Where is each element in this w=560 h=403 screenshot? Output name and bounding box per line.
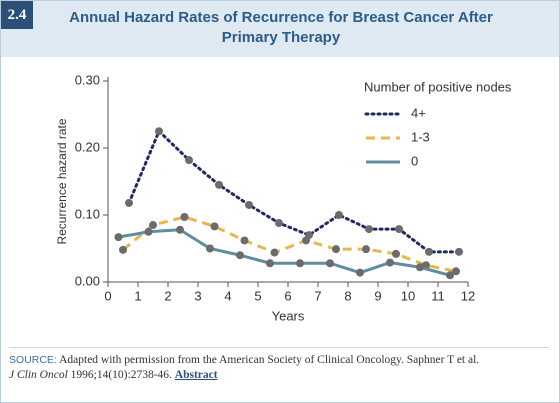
data-point <box>392 249 400 258</box>
data-point <box>266 259 274 268</box>
data-point <box>455 247 463 256</box>
data-point <box>326 259 334 268</box>
legend-label: 4+ <box>411 105 426 120</box>
x-tick-label: 10 <box>401 288 415 303</box>
data-point <box>332 245 340 254</box>
data-point <box>416 263 424 272</box>
abstract-link[interactable]: Abstract <box>174 369 218 381</box>
y-tick-label: 0.30 <box>75 72 100 87</box>
data-point <box>144 227 153 236</box>
chart: 0.000.100.200.300 1 2 3 4 5 6 7 8 9 10 11 12YearsRec… <box>55 72 512 323</box>
x-tick-label: 6 <box>284 288 291 303</box>
citation: 1996;14(10):2738-46. <box>70 369 172 381</box>
source-note: SOURCE: Adapted with permission from the… <box>9 347 549 383</box>
figure-header <box>1 1 559 57</box>
data-point <box>446 271 454 280</box>
journal: J Clin Oncol <box>9 369 68 381</box>
series-line <box>127 128 461 254</box>
x-tick-label: 4 <box>224 288 231 303</box>
legend-label: 1-3 <box>411 129 430 144</box>
data-point <box>185 156 193 165</box>
x-tick-label: 11 <box>431 288 445 303</box>
figure-number: 2.4 <box>1 1 33 29</box>
chart-title: Annual Hazard Rates of Recurrence for Br… <box>69 9 493 46</box>
legend-label: 0 <box>411 153 418 168</box>
x-tick-label: 5 <box>254 288 261 303</box>
data-point <box>240 236 249 245</box>
x-tick-label: 1 <box>134 288 141 303</box>
x-tick-label: 2 <box>164 288 171 303</box>
data-point <box>236 251 244 260</box>
data-point <box>275 219 283 228</box>
data-point <box>425 247 433 256</box>
y-axis-label: Recurrence hazard rate <box>55 118 69 244</box>
y-tick-label: 0.10 <box>75 206 100 221</box>
x-tick-label: 7 <box>314 288 321 303</box>
data-point <box>270 248 279 257</box>
data-point <box>452 267 460 276</box>
x-tick-label: 9 <box>374 288 381 303</box>
y-tick-label: 0.20 <box>75 139 100 154</box>
x-tick-label: 8 <box>344 288 351 303</box>
legend-title: Number of positive nodes <box>364 79 512 94</box>
data-point <box>245 200 253 209</box>
series-line <box>118 228 451 277</box>
x-axis-label: Years <box>272 308 305 323</box>
data-point <box>206 244 214 253</box>
data-point <box>149 221 157 230</box>
y-tick-label: 0.00 <box>75 273 100 288</box>
data-point <box>296 259 304 268</box>
source-label: SOURCE: <box>9 354 57 366</box>
data-point <box>176 225 184 234</box>
data-point <box>365 225 373 234</box>
x-tick-label: 0 <box>104 288 111 303</box>
data-point <box>335 211 343 219</box>
data-point <box>125 198 133 207</box>
x-tick-label: 12 <box>461 288 475 303</box>
data-point <box>114 233 123 242</box>
data-point <box>119 245 127 254</box>
data-point <box>386 258 394 267</box>
data-point <box>215 180 223 189</box>
series-line <box>122 215 457 273</box>
data-point <box>302 236 310 245</box>
data-point <box>362 245 370 254</box>
data-point <box>356 268 364 277</box>
data-point <box>210 222 219 231</box>
source-text: Adapted with permission from the America… <box>59 354 480 366</box>
data-point <box>180 213 189 222</box>
x-tick-label: 3 <box>194 288 201 303</box>
data-point <box>395 225 403 234</box>
data-point <box>155 127 163 136</box>
